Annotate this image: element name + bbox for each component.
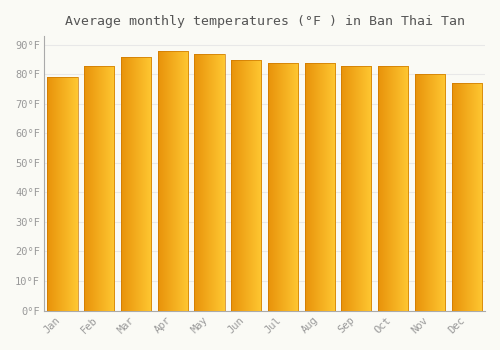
Bar <box>121 57 151 310</box>
Bar <box>48 77 78 310</box>
Bar <box>84 65 114 310</box>
Bar <box>231 60 262 310</box>
Bar <box>304 63 334 310</box>
Bar <box>378 65 408 310</box>
Title: Average monthly temperatures (°F ) in Ban Thai Tan: Average monthly temperatures (°F ) in Ba… <box>64 15 464 28</box>
Bar <box>194 54 224 310</box>
Bar <box>268 63 298 310</box>
Bar <box>158 51 188 310</box>
Bar <box>415 75 445 310</box>
Bar <box>342 65 372 310</box>
Bar <box>452 83 482 310</box>
